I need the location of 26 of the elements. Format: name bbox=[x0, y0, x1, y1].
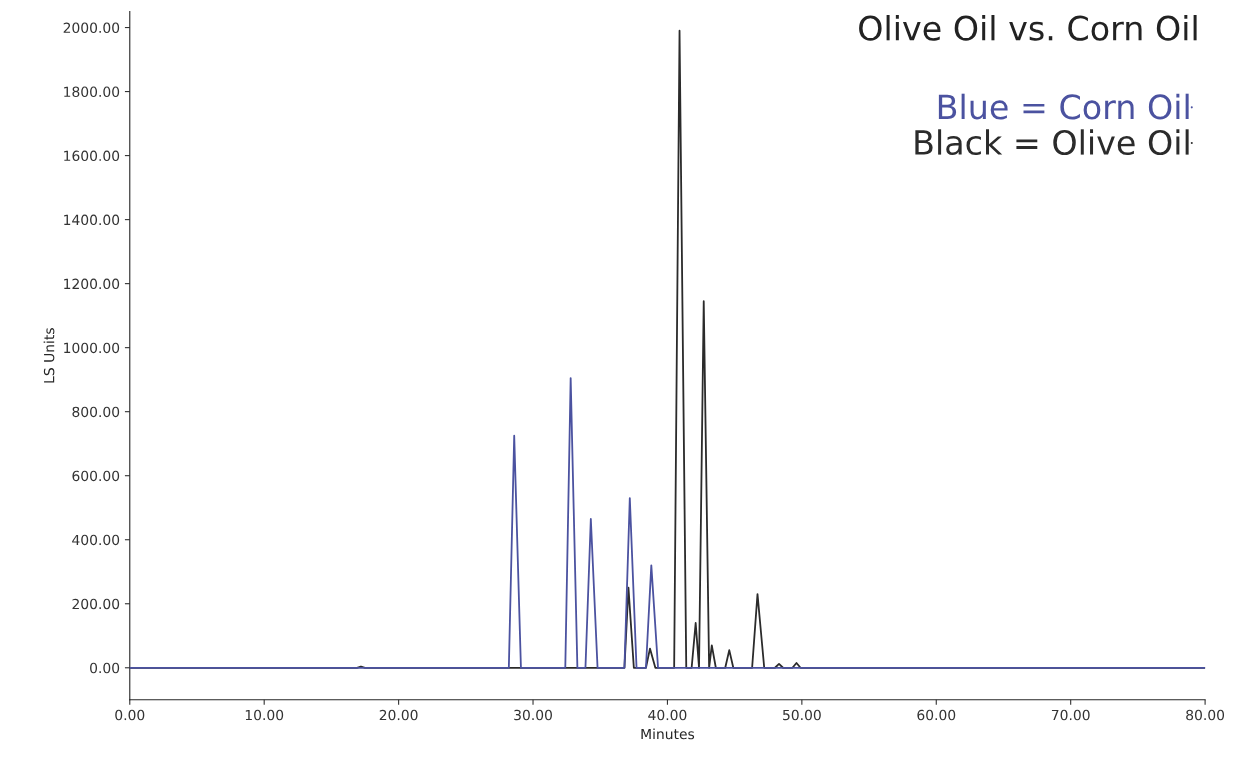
y-tick-label: 200.00 bbox=[72, 598, 120, 610]
legend-label: Black = Olive Oil bbox=[915, 129, 1189, 156]
y-tick-label: 0.00 bbox=[90, 662, 120, 674]
x-tick-label: 70.00 bbox=[1051, 709, 1090, 721]
legend-label: Blue = Corn Oil bbox=[938, 93, 1189, 120]
y-axis-title: LS Units bbox=[43, 328, 55, 383]
y-tick-label: 1200.00 bbox=[64, 278, 120, 290]
y-tick-label: 1600.00 bbox=[64, 150, 120, 162]
x-tick-label: 40.00 bbox=[648, 709, 687, 721]
x-tick-label: 0.00 bbox=[115, 709, 145, 721]
line-series bbox=[129, 377, 1206, 669]
x-axis-title: Minutes bbox=[641, 728, 695, 740]
x-tick-label: 30.00 bbox=[514, 709, 552, 721]
x-tick-label: 10.00 bbox=[245, 709, 284, 721]
y-tick-label: 400.00 bbox=[72, 534, 120, 546]
x-tick-label: 50.00 bbox=[783, 709, 821, 721]
y-tick-label: 2000.00 bbox=[63, 22, 120, 34]
chart-title: Olive Oil vs. Corn Oil bbox=[859, 14, 1197, 41]
y-tick-label: 1800.00 bbox=[64, 86, 120, 98]
y-tick-label: 600.00 bbox=[72, 470, 120, 482]
y-tick-label: 1000.00 bbox=[64, 342, 120, 354]
y-tick-label: 1400.00 bbox=[64, 214, 120, 226]
x-tick-label: 80.00 bbox=[1186, 709, 1225, 721]
x-tick-label: 60.00 bbox=[917, 709, 956, 721]
x-tick-label: 20.00 bbox=[379, 709, 418, 721]
y-tick-label: 800.00 bbox=[72, 406, 120, 418]
